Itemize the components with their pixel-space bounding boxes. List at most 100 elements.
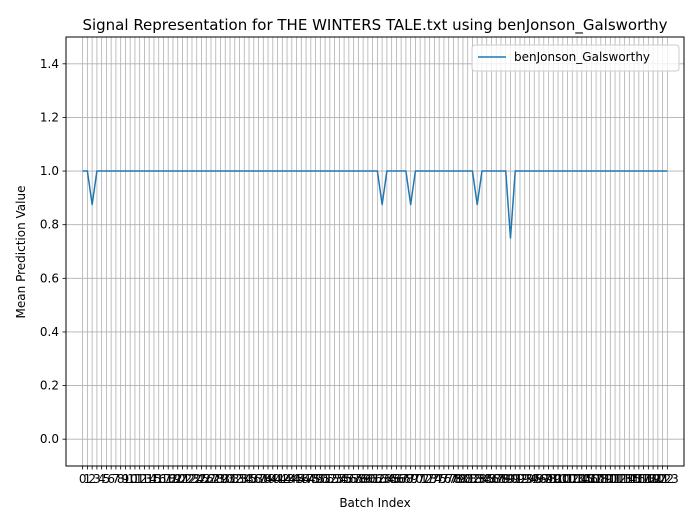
x-tick-label: 47	[298, 472, 313, 486]
x-tick-label: 14	[142, 472, 157, 486]
x-tick-label: 12	[132, 472, 147, 486]
x-tick-label: 102	[556, 472, 579, 486]
x-tick-label: 74	[427, 472, 442, 486]
x-tick-label: 42	[275, 472, 290, 486]
x-tick-label: 22	[180, 472, 195, 486]
y-tick-label: 0.6	[40, 271, 59, 285]
x-tick-label: 10	[123, 472, 138, 486]
legend-label: benJonson_Galsworthy	[514, 50, 650, 64]
x-tick-label: 89	[498, 472, 513, 486]
x-tick-label: 13	[137, 472, 152, 486]
x-tick-label: 75	[432, 472, 447, 486]
x-tick-label: 72	[417, 472, 432, 486]
y-tick-label: 1.2	[40, 110, 59, 124]
y-ticks: 0.0 0.2 0.4 0.6 0.8 1.0 1.2 1.4	[40, 57, 66, 446]
x-tick-label: 20	[170, 472, 185, 486]
x-tick-label: 86	[484, 472, 499, 486]
x-tick-label: 2	[88, 472, 96, 486]
chart-title: Signal Representation for THE WINTERS TA…	[82, 16, 667, 35]
x-tick-label: 38	[256, 472, 271, 486]
x-tick-label: 119	[637, 472, 660, 486]
x-tick-label: 96	[531, 472, 546, 486]
x-tick-label: 18	[161, 472, 176, 486]
x-tick-label: 80	[455, 472, 470, 486]
x-tick-label: 99	[546, 472, 561, 486]
x-tick-label: 88	[493, 472, 508, 486]
x-tick-label: 71	[413, 472, 428, 486]
x-tick-label: 117	[627, 472, 650, 486]
x-tick-label: 36	[246, 472, 261, 486]
x-tick-label: 77	[441, 472, 456, 486]
x-tick-label: 49	[308, 472, 323, 486]
x-tick-label: 92	[512, 472, 527, 486]
x-ticks: 0123456789101112131415161718192021222324…	[79, 466, 679, 486]
x-tick-label: 58	[351, 472, 366, 486]
x-tick-label: 63	[374, 472, 389, 486]
x-tick-label: 53	[327, 472, 342, 486]
x-tick-label: 83	[470, 472, 485, 486]
x-tick-label: 3	[93, 472, 101, 486]
x-tick-label: 1	[84, 472, 92, 486]
x-tick-label: 70	[408, 472, 423, 486]
x-tick-label: 37	[251, 472, 266, 486]
x-tick-label: 66	[389, 472, 404, 486]
grid	[66, 37, 684, 466]
x-tick-label: 107	[580, 472, 603, 486]
x-tick-label: 108	[585, 472, 608, 486]
axes	[65, 36, 685, 467]
x-tick-label: 46	[294, 472, 309, 486]
x-tick-label: 25	[194, 472, 209, 486]
x-tick-label: 103	[561, 472, 584, 486]
x-tick-label: 4	[98, 472, 106, 486]
x-tick-label: 113	[608, 472, 631, 486]
x-tick-label: 15	[146, 472, 161, 486]
x-tick-label: 35	[241, 472, 256, 486]
x-tick-label: 45	[289, 472, 304, 486]
y-tick-label: 1.0	[40, 164, 59, 178]
x-tick-label: 7	[112, 472, 120, 486]
x-tick-label: 56	[341, 472, 356, 486]
x-tick-label: 6	[107, 472, 115, 486]
x-tick-label: 23	[184, 472, 199, 486]
x-tick-label: 122	[651, 472, 674, 486]
x-tick-label: 59	[355, 472, 370, 486]
x-tick-label: 105	[570, 472, 593, 486]
x-tick-label: 9	[122, 472, 130, 486]
x-tick-label: 52	[322, 472, 337, 486]
x-tick-label: 34	[237, 472, 252, 486]
x-tick-label: 111	[599, 472, 622, 486]
x-tick-label: 57	[346, 472, 361, 486]
x-tick-label: 0	[79, 472, 87, 486]
x-tick-label: 61	[365, 472, 380, 486]
x-tick-label: 64	[379, 472, 394, 486]
x-tick-label: 65	[384, 472, 399, 486]
x-axis-label: Batch Index	[339, 496, 410, 510]
x-tick-label: 90	[503, 472, 518, 486]
x-tick-label: 87	[489, 472, 504, 486]
y-tick-label: 1.4	[40, 57, 59, 71]
x-tick-label: 115	[618, 472, 641, 486]
x-tick-label: 8	[117, 472, 125, 486]
x-tick-label: 94	[522, 472, 537, 486]
legend: benJonson_Galsworthy	[471, 44, 680, 72]
x-tick-label: 21	[175, 472, 190, 486]
x-tick-label: 91	[508, 472, 523, 486]
x-tick-label: 17	[156, 472, 171, 486]
x-tick-label: 26	[199, 472, 214, 486]
x-tick-label: 81	[460, 472, 475, 486]
x-tick-label: 19	[165, 472, 180, 486]
y-tick-label: 0.4	[40, 325, 59, 339]
x-tick-label: 51	[317, 472, 332, 486]
x-tick-label: 76	[436, 472, 451, 486]
x-tick-label: 60	[360, 472, 375, 486]
x-tick-label: 16	[151, 472, 166, 486]
x-tick-label: 43	[279, 472, 294, 486]
x-tick-label: 118	[632, 472, 655, 486]
x-tick-label: 104	[566, 472, 589, 486]
x-tick-label: 55	[336, 472, 351, 486]
x-tick-label: 48	[303, 472, 318, 486]
x-tick-label: 79	[451, 472, 466, 486]
x-tick-label: 101	[551, 472, 574, 486]
x-tick-label: 95	[527, 472, 542, 486]
